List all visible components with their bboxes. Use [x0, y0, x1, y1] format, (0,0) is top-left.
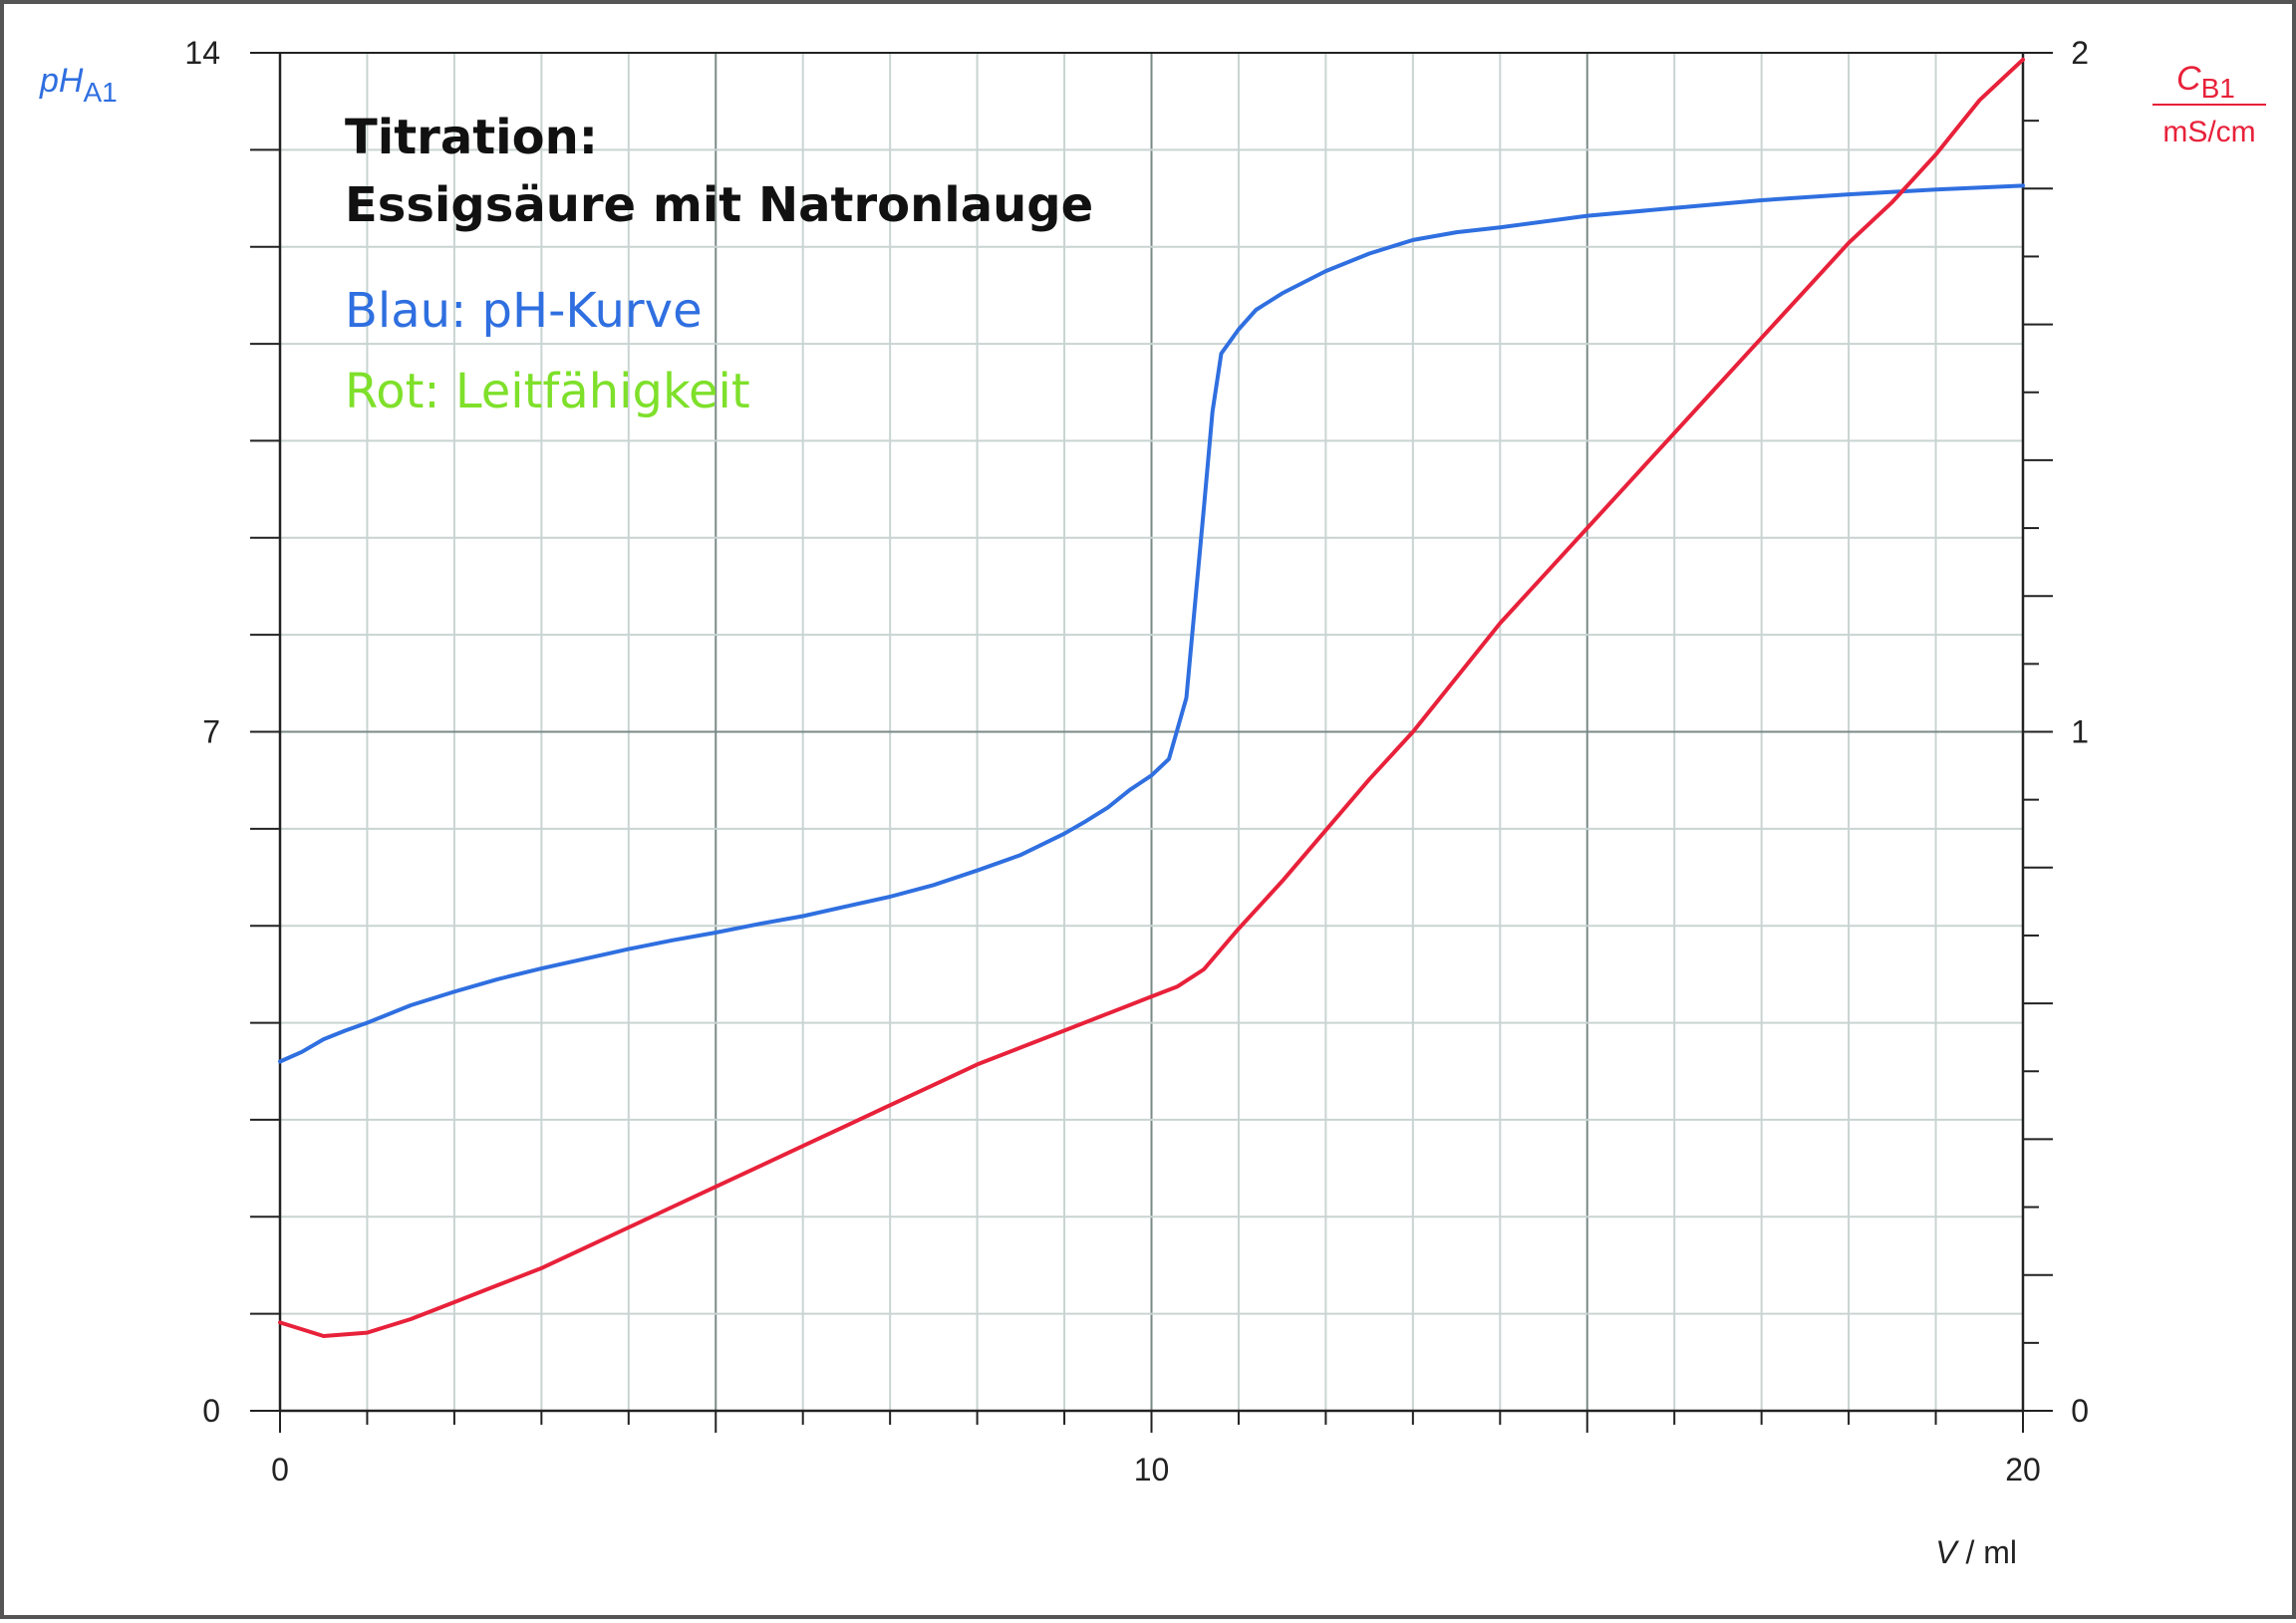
y-right-tick-label: 2 [2071, 35, 2089, 71]
x-axis-unit: / ml [1957, 1534, 2017, 1570]
y-left-tick-label: 7 [202, 714, 220, 750]
conductivity-curve-line [278, 57, 2025, 1338]
y-left-axis-var: pH [39, 62, 84, 100]
y-right-tick-label: 1 [2071, 714, 2089, 750]
x-axis-label: V / ml [1935, 1534, 2017, 1570]
x-tick-label: 0 [271, 1452, 289, 1488]
y-right-tick-label: 0 [2071, 1393, 2089, 1429]
y-left-axis-sub: A1 [83, 77, 117, 108]
x-axis-var: V [1935, 1534, 1959, 1570]
x-tick-label: 20 [2005, 1452, 2041, 1488]
axis-tick-labels: 0 10 20 0 7 14 0 1 2 [184, 35, 2089, 1488]
ph-curve-line [278, 183, 2025, 1064]
titration-chart: 0 10 20 0 7 14 0 1 2 pHA1 CB1 mS/cm V / ml Titra… [39, 35, 2266, 1570]
y-right-axis-unit: mS/cm [2162, 116, 2255, 148]
chart-title-line-2: Essigsäure mit Natronlauge [345, 177, 1093, 233]
annotation-blue-ph: Blau: pH-Kurve [345, 283, 703, 339]
y-left-tick-label: 14 [184, 35, 220, 71]
series-lines [278, 57, 2025, 1338]
y-right-axis-label: CB1 [2176, 60, 2235, 104]
y-right-axis-var: C [2176, 60, 2201, 98]
x-tick-label: 10 [1134, 1452, 1170, 1488]
y-left-axis-label: pHA1 [39, 62, 118, 108]
grid [279, 52, 2024, 1412]
y-right-axis-sub: B1 [2201, 73, 2235, 104]
axis-ticks [250, 52, 2053, 1433]
annotation-red-conductivity: Rot: Leitfähigkeit [345, 364, 750, 419]
y-left-tick-label: 0 [202, 1393, 220, 1429]
chart-title-line-1: Titration: [345, 110, 598, 165]
